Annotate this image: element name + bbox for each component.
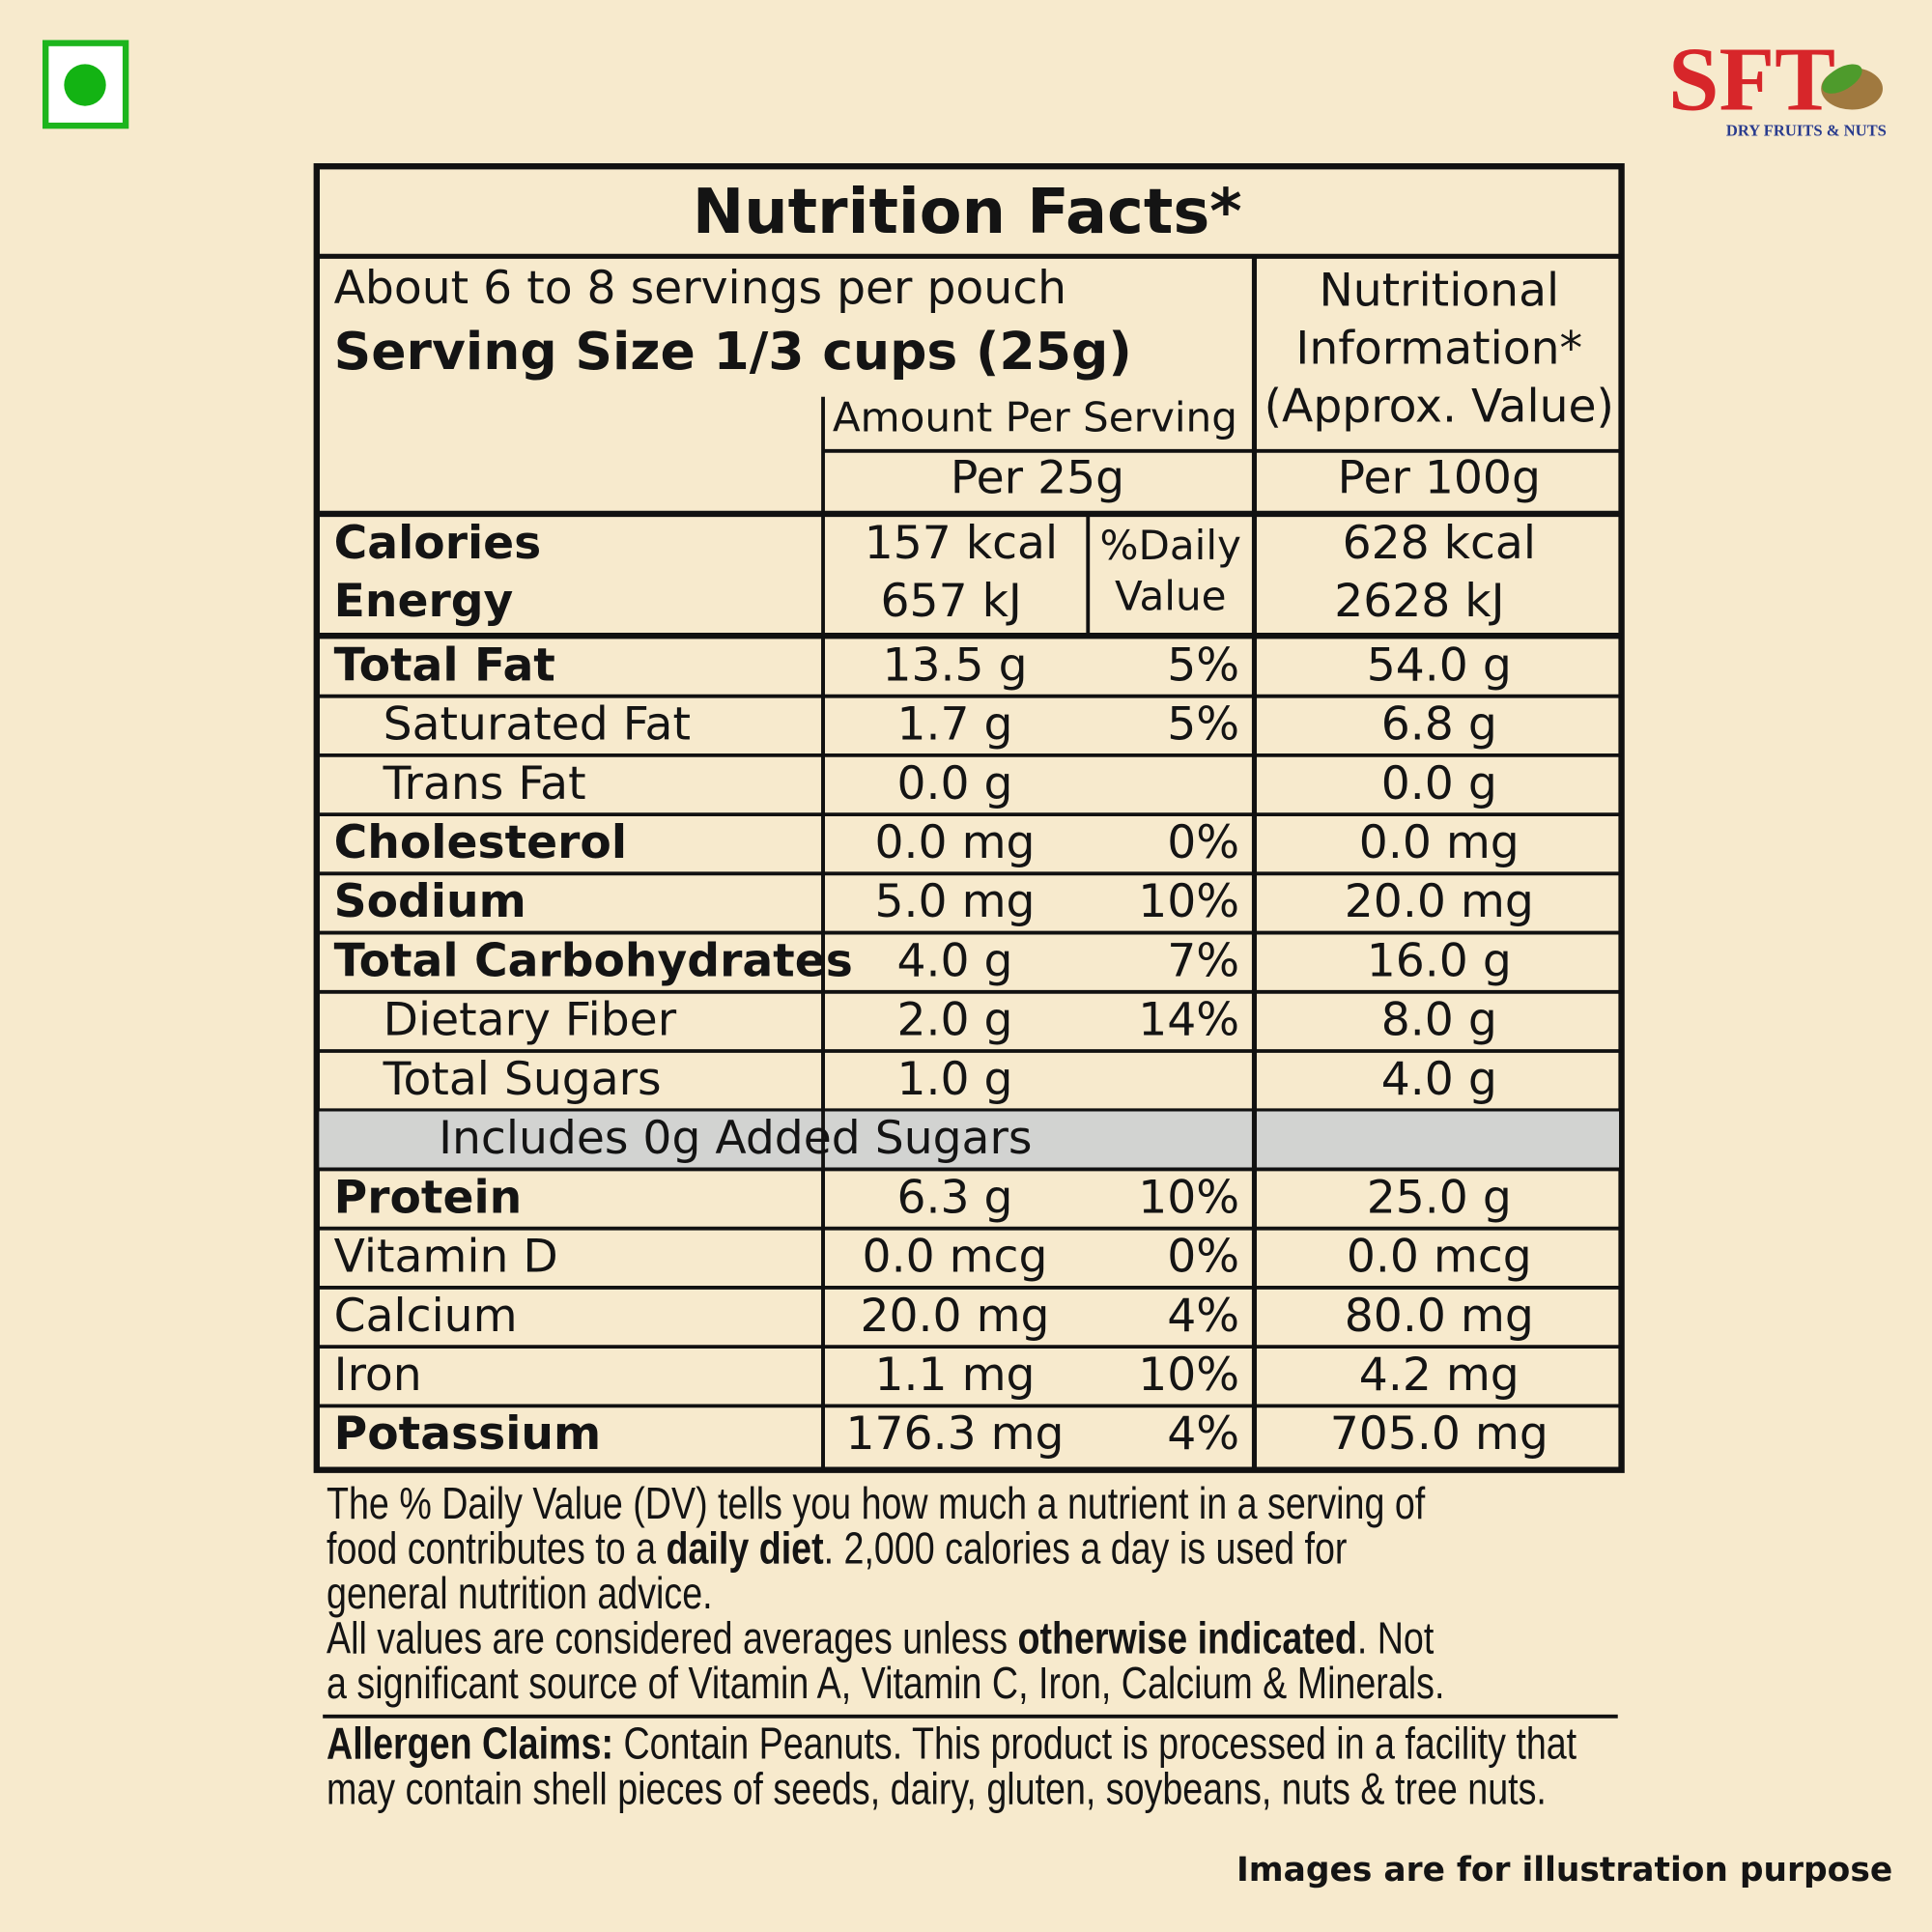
per-100g: 2628 kJ (1334, 575, 1504, 628)
per-100g: 8.0 g (1381, 994, 1497, 1047)
footnote-line: a significant source of Vitamin A, Vitam… (327, 1659, 1444, 1708)
per-100g: 4.2 mg (1359, 1349, 1520, 1402)
daily-value: 7% (1167, 934, 1239, 987)
nutrient: Total Carbohydrates (334, 934, 853, 987)
table-border (313, 163, 1625, 1473)
per-serving: 157 kcal (865, 517, 1058, 570)
text-run: daily diet (666, 1523, 823, 1573)
daily-value: 5% (1167, 698, 1239, 752)
footnote-line: general nutrition advice. (327, 1569, 713, 1618)
per-serving: 1.0 g (897, 1053, 1013, 1106)
per-serving: 13.5 g (883, 639, 1028, 692)
per-serving: 4.0 g (897, 934, 1013, 987)
per-100g: 4.0 g (1381, 1053, 1497, 1106)
daily-value: 14% (1138, 994, 1239, 1047)
allergen-line: may contain shell pieces of seeds, dairy… (327, 1764, 1547, 1813)
nutrient: Trans Fat (383, 757, 586, 810)
per-serving: 2.0 g (897, 994, 1013, 1047)
daily-value: 10% (1138, 1171, 1239, 1224)
footnote-line: All values are considered averages unles… (327, 1613, 1435, 1662)
daily-value: 0% (1167, 816, 1239, 869)
per-100g: 20.0 mg (1345, 875, 1534, 928)
text-run: . Not (1357, 1613, 1435, 1662)
nutrient: Potassium (334, 1407, 602, 1461)
text-run: may contain shell pieces of seeds, dairy… (327, 1764, 1547, 1813)
per-100g: 6.8 g (1381, 698, 1497, 752)
text-run: . 2,000 calories a day is used for (824, 1523, 1348, 1573)
nutrient: Cholesterol (334, 816, 627, 869)
text-run: a significant source of Vitamin A, Vitam… (327, 1659, 1444, 1708)
header: Per 100g (1338, 451, 1541, 504)
veg-dot (64, 64, 106, 106)
per-100g: 628 kcal (1343, 517, 1536, 570)
text-run: otherwise indicated (1017, 1613, 1356, 1662)
table: Nutrition Facts* About 6 to 8 servings p… (313, 163, 1625, 1473)
daily-value: 0% (1167, 1231, 1239, 1284)
footnote-line: The % Daily Value (DV) tells you how muc… (327, 1479, 1426, 1528)
allergen-line: Allergen Claims: Contain Peanuts. This p… (327, 1719, 1577, 1768)
header: Amount Per Serving (833, 393, 1237, 440)
title: Nutrition Facts* (693, 177, 1242, 248)
per-serving: 20.0 mg (861, 1290, 1050, 1343)
nutrient: Total Sugars (383, 1053, 662, 1106)
text-run: general nutrition advice. (327, 1569, 713, 1618)
per-100g: 25.0 g (1367, 1171, 1512, 1224)
per-serving: 0.0 g (897, 757, 1013, 810)
footnotes: The % Daily Value (DV) tells you how muc… (327, 1479, 1577, 1814)
brand-leaf (1822, 64, 1862, 94)
per-100g: 0.0 mcg (1347, 1231, 1532, 1284)
per-100g: 705.0 mg (1330, 1407, 1548, 1461)
nutrient: Total Fat (334, 639, 555, 692)
text-run: The % Daily Value (DV) tells you how muc… (327, 1479, 1426, 1528)
servings: About 6 to 8 servings per pouch (334, 262, 1066, 315)
per-serving: 6.3 g (897, 1171, 1013, 1224)
dv-header: Value (1115, 572, 1227, 619)
daily-value: 10% (1138, 1349, 1239, 1402)
highlight-row (319, 1111, 1620, 1169)
per-serving: 1.1 mg (875, 1349, 1036, 1402)
text-run: food contributes to a (327, 1523, 666, 1573)
nutrient: Saturated Fat (384, 698, 691, 752)
per-100g: 16.0 g (1367, 934, 1512, 987)
daily-value: 4% (1167, 1407, 1239, 1461)
daily-value: 5% (1167, 639, 1239, 692)
per-100g: 54.0 g (1367, 639, 1512, 692)
disclaimer: Images are for illustration purpose (1236, 1851, 1892, 1889)
nutrient: Calcium (334, 1290, 518, 1343)
text-run: All values are considered averages unles… (327, 1613, 1017, 1662)
daily-value: 10% (1138, 875, 1239, 928)
per-serving: 0.0 mg (875, 816, 1036, 869)
per-100g: 80.0 mg (1345, 1290, 1534, 1343)
header: (Approx. Value) (1264, 380, 1614, 433)
nutrient: Energy (334, 575, 514, 628)
per-serving: 176.3 mg (846, 1407, 1065, 1461)
per-serving: 0.0 mcg (863, 1231, 1048, 1284)
brand-name: SFT (1668, 29, 1835, 129)
nutrient: Calories (334, 517, 542, 570)
per-serving: 1.7 g (897, 698, 1013, 752)
serving-size: Serving Size 1/3 cups (25g) (334, 321, 1132, 382)
nutrient: Protein (334, 1171, 523, 1224)
per-serving: 657 kJ (881, 575, 1022, 628)
daily-value: 4% (1167, 1290, 1239, 1343)
footnote-line: food contributes to a daily diet. 2,000 … (327, 1523, 1347, 1573)
brand-tagline: DRY FRUITS & NUTS (1726, 121, 1887, 139)
nutrient: Iron (334, 1349, 422, 1402)
header: Information* (1295, 323, 1582, 376)
dv-header: %Daily (1100, 522, 1241, 569)
text-run: Allergen Claims: (327, 1719, 613, 1768)
nutrient: Vitamin D (334, 1231, 558, 1284)
nutrient: Includes 0g Added Sugars (439, 1112, 1032, 1165)
nutrient: Sodium (334, 875, 526, 928)
per-serving: 5.0 mg (875, 875, 1036, 928)
header: Per 25g (951, 451, 1124, 504)
text-run: Contain Peanuts. This product is process… (613, 1719, 1577, 1768)
nutrient: Dietary Fiber (384, 994, 677, 1047)
per-100g: 0.0 mg (1359, 816, 1520, 869)
per-100g: 0.0 g (1381, 757, 1497, 810)
header: Nutritional (1319, 265, 1559, 318)
